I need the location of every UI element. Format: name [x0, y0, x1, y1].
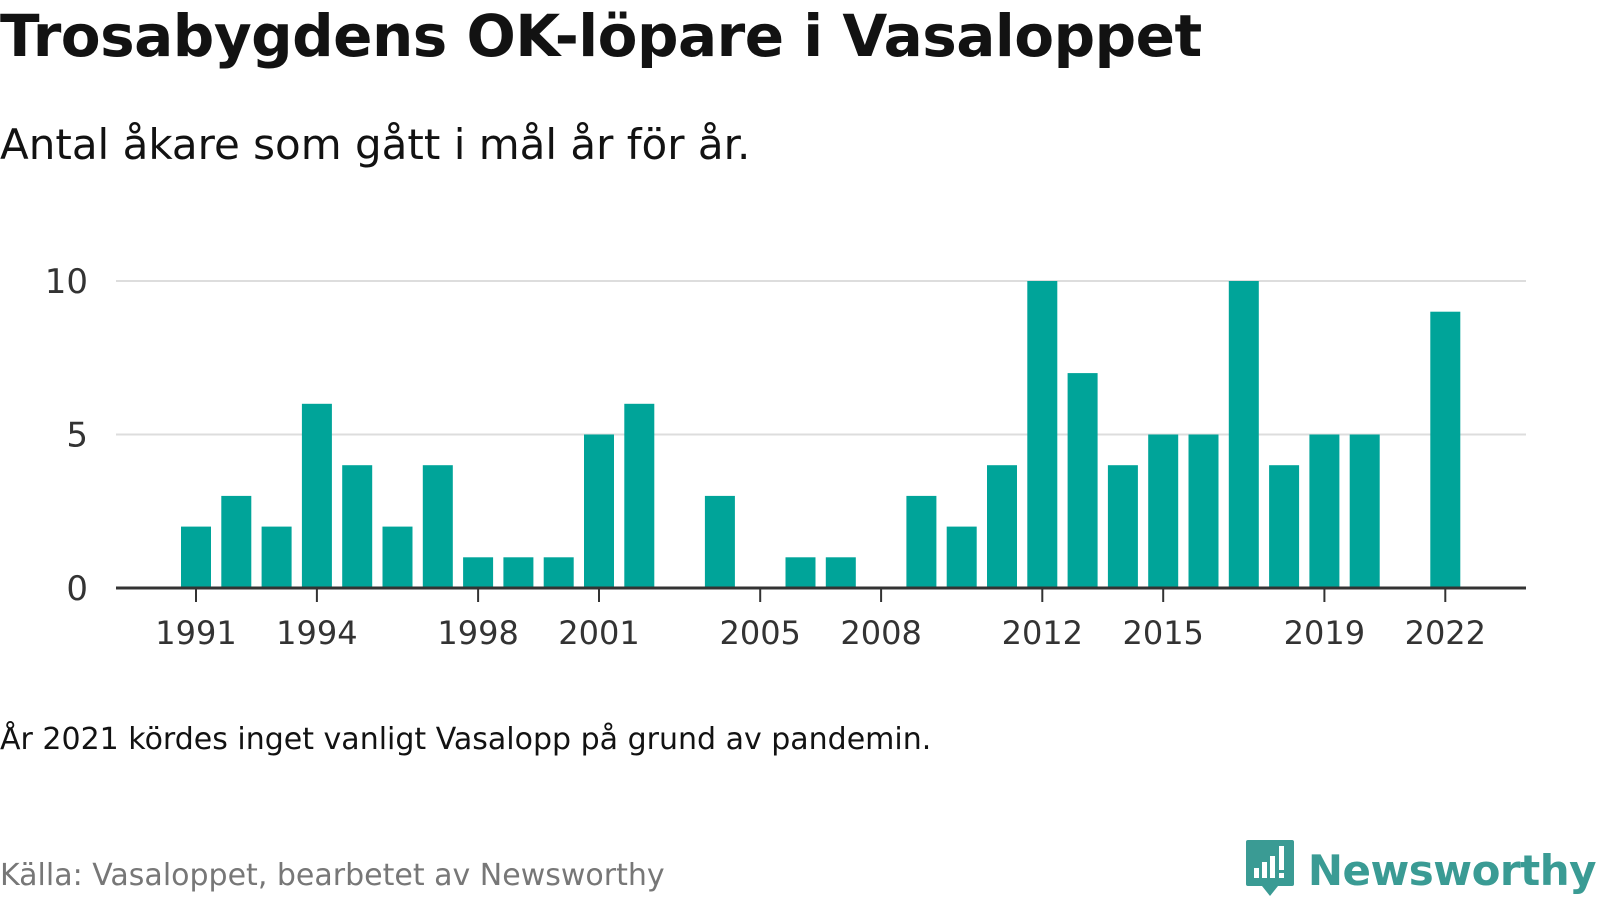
chart-title: Trosabygdens OK-löpare i Vasaloppet [0, 2, 1202, 70]
bar-1995 [342, 465, 373, 588]
bar-2016 [1188, 434, 1219, 588]
newsworthy-logo-icon [1244, 838, 1296, 902]
bar-1999 [503, 557, 534, 588]
brand-logo: Newsworthy [1244, 838, 1597, 902]
footnote: År 2021 kördes inget vanligt Vasalopp på… [0, 722, 932, 757]
bars [181, 281, 1461, 588]
bar-2017 [1228, 281, 1259, 588]
bar-2010 [946, 526, 977, 588]
x-tick-label: 1998 [437, 614, 518, 652]
bar-2002 [624, 403, 655, 588]
brand-name: Newsworthy [1307, 845, 1597, 895]
x-tick-label: 2008 [840, 614, 921, 652]
bar-1998 [463, 557, 494, 588]
bar-2022 [1430, 311, 1461, 588]
x-axis [116, 586, 1526, 602]
x-tick-label: 2022 [1405, 614, 1486, 652]
x-tick-label: 2001 [558, 614, 639, 652]
bar-1991 [181, 526, 211, 588]
y-tick-labels: 0 5 10 [45, 262, 88, 609]
bar-2012 [1027, 281, 1058, 588]
bar-2007 [825, 557, 856, 588]
y-tick-label: 0 [66, 569, 88, 609]
bar-2014 [1107, 465, 1138, 588]
x-tick-label: 2012 [1002, 614, 1083, 652]
bar-2001 [584, 434, 614, 588]
x-tick-label: 2019 [1284, 614, 1365, 652]
bar-1993 [261, 526, 292, 588]
bar-2018 [1269, 465, 1300, 588]
bar-2019 [1309, 434, 1340, 588]
x-tick-label: 1991 [155, 614, 236, 652]
bar-2020 [1349, 434, 1380, 588]
chart-subtitle: Antal åkare som gått i mål år för år. [0, 120, 751, 169]
bar-2011 [987, 465, 1017, 588]
gridlines [116, 280, 1526, 436]
y-tick-label: 10 [45, 262, 88, 302]
bar-2000 [543, 557, 574, 588]
x-tick-labels: 1991 1994 1998 2001 2005 2008 2012 2015 2019 2022 [155, 614, 1486, 652]
x-tick-label: 2005 [719, 614, 800, 652]
bar-chart: 0 5 10 1991 1994 1998 2001 2005 2008 2012 2015 201… [45, 262, 1526, 652]
x-tick-label: 1994 [276, 614, 357, 652]
bar-1994 [301, 403, 332, 588]
bar-2015 [1148, 434, 1179, 588]
bar-2009 [906, 495, 937, 588]
y-tick-label: 5 [66, 416, 88, 456]
x-tick-label: 2015 [1122, 614, 1203, 652]
bar-2004 [704, 495, 735, 588]
bar-2006 [785, 557, 816, 588]
source-credit: Källa: Vasaloppet, bearbetet av Newswort… [0, 858, 665, 893]
bar-1992 [221, 495, 252, 588]
bar-2013 [1067, 373, 1098, 588]
bar-1996 [382, 526, 413, 588]
bar-1997 [422, 465, 453, 588]
